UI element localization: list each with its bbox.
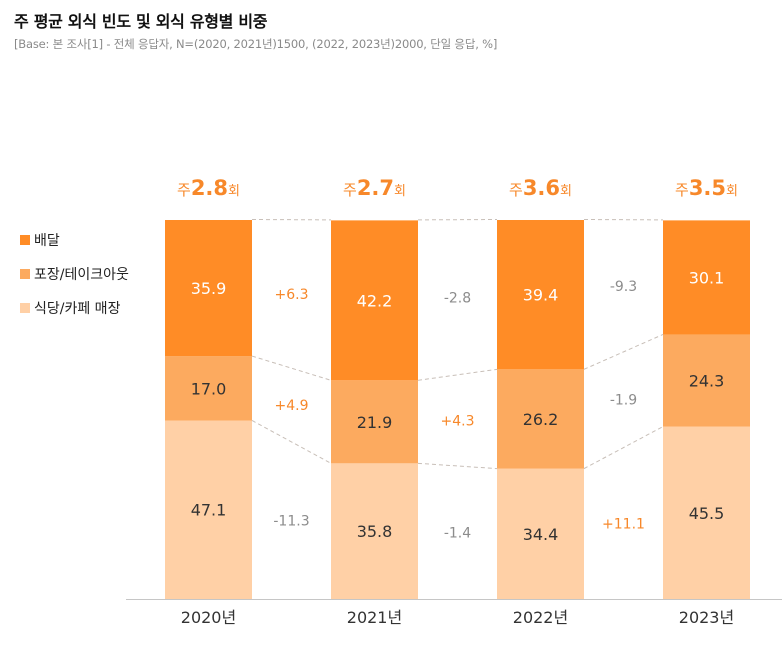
- legend-swatch-delivery: [20, 235, 30, 245]
- delta-label-takeout: -1.9: [610, 393, 637, 409]
- bar-segment-takeout: [331, 380, 418, 464]
- legend-swatch-takeout: [20, 269, 30, 279]
- x-tick-label: 2021년: [347, 608, 402, 627]
- bar-segment-dine-in: [663, 426, 750, 599]
- frequency-label: 주3.6회: [509, 176, 572, 200]
- frequency-label: 주3.5회: [675, 176, 738, 200]
- bar-segment-dine-in: [165, 420, 252, 599]
- connector-line: [583, 426, 664, 470]
- x-tick-label: 2020년: [181, 608, 236, 627]
- connector-line: [583, 334, 664, 370]
- delta-label-takeout: +4.3: [441, 413, 475, 429]
- legend: 배달 포장/테이크아웃 식당/카페 매장: [20, 230, 129, 332]
- bar-segment-dine-in: [497, 468, 584, 599]
- segment-value-label: 47.1: [191, 501, 227, 520]
- connector-line: [417, 368, 498, 381]
- legend-swatch-dine-in: [20, 303, 30, 313]
- connector-line: [251, 355, 332, 381]
- bar-segment-takeout: [497, 369, 584, 469]
- legend-label: 배달: [34, 233, 60, 249]
- x-tick-label: 2022년: [513, 608, 568, 627]
- legend-label: 식당/카페 매장: [34, 301, 121, 317]
- segment-value-label: 35.9: [191, 279, 227, 298]
- bar-segment-takeout: [165, 356, 252, 421]
- segment-value-label: 21.9: [357, 413, 393, 432]
- connector-line: [417, 462, 498, 470]
- segment-value-label: 45.5: [689, 504, 725, 523]
- chart-subtitle: [Base: 본 조사[1] - 전체 응답자, N=(2020, 2021년)…: [14, 37, 498, 51]
- segment-value-label: 17.0: [191, 379, 227, 398]
- chart-title: 주 평균 외식 빈도 및 외식 유형별 비중: [14, 12, 268, 31]
- delta-label-dine-in: +11.1: [602, 516, 645, 532]
- bar-segment-delivery: [331, 220, 418, 381]
- bar-segment-delivery: [497, 220, 584, 370]
- delta-label-dine-in: -11.3: [273, 513, 309, 529]
- segment-value-label: 39.4: [523, 286, 559, 305]
- frequency-label: 주2.8회: [177, 176, 240, 200]
- bar-segment-delivery: [663, 220, 750, 335]
- segment-value-label: 26.2: [523, 410, 559, 429]
- segment-value-label: 34.4: [523, 525, 559, 544]
- legend-label: 포장/테이크아웃: [34, 267, 129, 283]
- bar-segment-takeout: [663, 334, 750, 427]
- delta-label-delivery: +6.3: [275, 287, 309, 303]
- connector-line: [251, 420, 332, 464]
- bar-segment-dine-in: [331, 463, 418, 599]
- bar-segment-delivery: [165, 220, 252, 357]
- segment-value-label: 35.8: [357, 522, 393, 541]
- delta-label-delivery: -9.3: [610, 279, 637, 295]
- x-tick-label: 2023년: [679, 608, 734, 627]
- frequency-label: 주2.7회: [343, 176, 406, 200]
- legend-item-dine-in: 식당/카페 매장: [20, 298, 129, 318]
- delta-label-takeout: +4.9: [275, 398, 309, 414]
- segment-value-label: 24.3: [689, 372, 725, 391]
- delta-label-dine-in: -1.4: [444, 525, 471, 541]
- delta-label-delivery: -2.8: [444, 291, 471, 307]
- legend-item-delivery: 배달: [20, 230, 129, 250]
- segment-value-label: 42.2: [357, 291, 393, 310]
- segment-value-label: 30.1: [689, 268, 725, 287]
- legend-item-takeout: 포장/테이크아웃: [20, 264, 129, 284]
